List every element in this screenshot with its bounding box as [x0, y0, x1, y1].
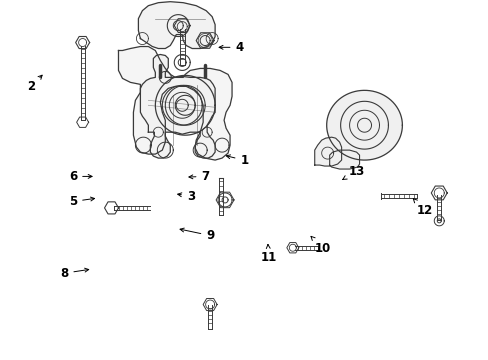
Text: 1: 1: [226, 154, 248, 167]
Text: 6: 6: [69, 170, 92, 183]
Text: 4: 4: [219, 41, 243, 54]
Polygon shape: [326, 90, 402, 160]
Text: 3: 3: [177, 190, 195, 203]
Polygon shape: [118, 46, 232, 160]
Text: 13: 13: [342, 165, 364, 180]
Polygon shape: [140, 54, 215, 158]
Text: 10: 10: [310, 237, 330, 255]
Text: 2: 2: [27, 75, 42, 93]
Polygon shape: [314, 137, 341, 166]
Text: 12: 12: [412, 199, 432, 217]
Text: 9: 9: [180, 228, 214, 242]
Text: 11: 11: [260, 244, 276, 264]
Text: 8: 8: [60, 267, 88, 280]
Text: 5: 5: [69, 195, 94, 208]
Text: 7: 7: [188, 170, 209, 183]
Polygon shape: [138, 2, 215, 49]
Polygon shape: [329, 150, 359, 169]
